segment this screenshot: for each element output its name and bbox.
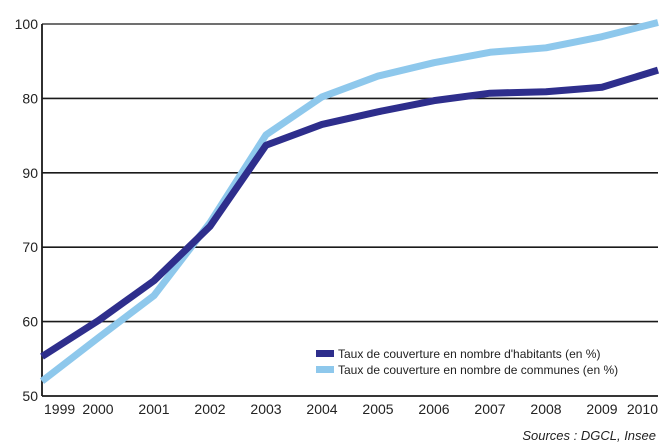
x-tick-label: 2009: [586, 401, 617, 417]
y-tick-label: 80: [22, 90, 38, 106]
x-tick-label: 2001: [138, 401, 169, 417]
x-axis-tick-labels: 1999 2000 2001 2002 2003 2004 2005 2006 2007 2008…: [44, 401, 658, 417]
x-tick-label: 2005: [362, 401, 393, 417]
x-tick-label: 2006: [418, 401, 449, 417]
x-tick-label: 2008: [530, 401, 561, 417]
x-tick-label: 2004: [306, 401, 337, 417]
y-tick-label: 60: [22, 314, 38, 330]
y-tick-label: 70: [22, 239, 38, 255]
x-tick-label: 2010: [627, 401, 658, 417]
gridlines: [42, 97, 658, 323]
y-axis-tick-labels: 50 60 70 90 80 100: [15, 16, 39, 404]
x-tick-label: 2000: [82, 401, 113, 417]
series-line: [40, 66, 660, 360]
legend-swatch: [316, 366, 334, 373]
legend-label: Taux de couverture en nombre d'habitants…: [338, 347, 600, 361]
legend-label: Taux de couverture en nombre de communes…: [338, 363, 618, 377]
x-tick-label: 2003: [250, 401, 281, 417]
legend-swatch: [316, 350, 334, 357]
y-tick-label: 100: [15, 16, 39, 32]
plot-frame: [41, 23, 658, 397]
y-tick-label: 50: [22, 388, 38, 404]
series-line: [39, 19, 659, 384]
x-tick-label: 1999: [44, 401, 75, 417]
y-tick-label: 90: [22, 165, 38, 181]
x-tick-label: 2002: [194, 401, 225, 417]
legend: Taux de couverture en nombre d'habitants…: [316, 347, 618, 377]
series-lines: [39, 19, 660, 384]
source-note: Sources : DGCL, Insee: [522, 428, 656, 443]
x-tick-label: 2007: [474, 401, 505, 417]
